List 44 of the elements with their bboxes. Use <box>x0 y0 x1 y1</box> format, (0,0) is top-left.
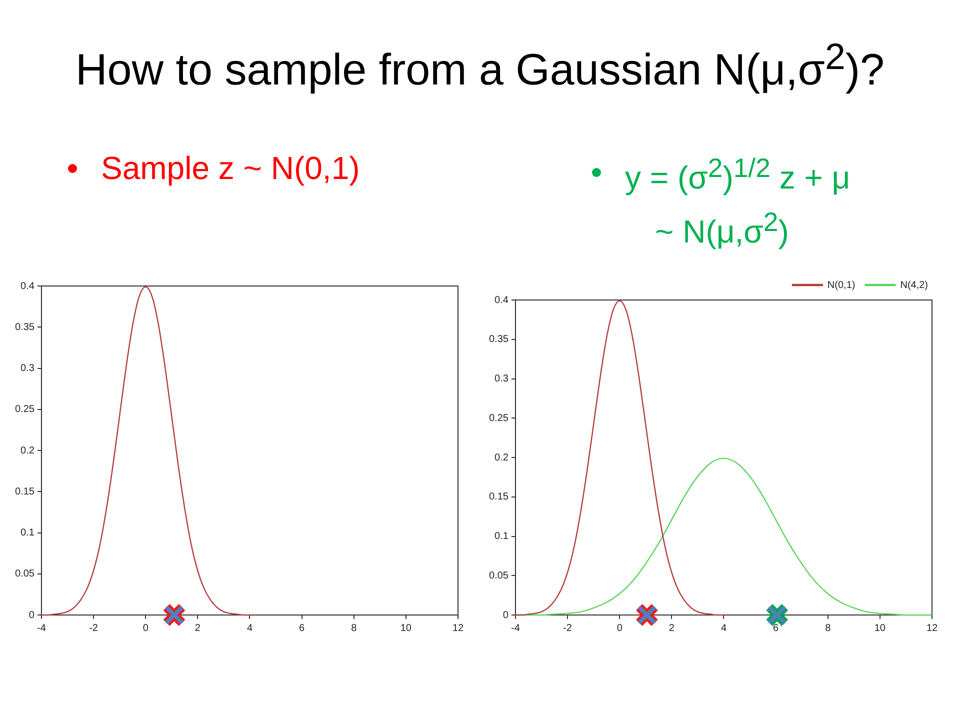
y-tick-label: 0.05 <box>488 570 509 582</box>
x-tick-label: 8 <box>351 622 358 634</box>
y-tick-label: 0 <box>28 610 35 621</box>
x-tick-label: 2 <box>194 622 201 634</box>
chart-title: How to sample from a Gaussian N(μ,σ$^{2}$)? <box>74 35 886 97</box>
x-tick-label: 10 <box>874 622 886 634</box>
x-tick-label: -4 <box>511 622 520 634</box>
y-tick-label: 0.4 <box>494 294 509 306</box>
x-tick-label: 10 <box>400 622 412 634</box>
y-tick-label: 0.2 <box>494 452 509 464</box>
legend-label: N(4,2) <box>900 280 928 291</box>
x-tick-label: 0 <box>142 622 149 634</box>
x-tick-label: 6 <box>773 622 780 634</box>
legend-label: N(0,1) <box>827 280 856 291</box>
x-tick-label: 0 <box>616 622 623 634</box>
y-tick-label: 0 <box>502 610 509 621</box>
x-tick-label: -4 <box>37 622 46 634</box>
y-tick-label: 0.3 <box>494 374 509 384</box>
y-tick-label: 0.35 <box>14 322 35 333</box>
y-tick-label: 0.15 <box>488 492 509 503</box>
line-series <box>514 300 724 616</box>
x-tick-label: -2 <box>563 622 572 634</box>
line-series <box>40 286 250 616</box>
x-tick-label: 12 <box>926 622 938 634</box>
x-tick-label: 6 <box>299 622 306 634</box>
y-tick-label: 0.25 <box>488 412 509 424</box>
x-tick-label: 4 <box>720 622 727 634</box>
y-tick-label: 0.25 <box>14 404 35 416</box>
y-tick-label: 0.2 <box>20 445 35 456</box>
y-tick-label: 0.1 <box>494 531 509 542</box>
y-tick-label: 0.05 <box>14 568 35 580</box>
x-tick-label: -2 <box>89 622 98 634</box>
y-tick-label: 0.15 <box>14 486 35 498</box>
y-tick-label: 0.4 <box>20 280 35 292</box>
x-tick-label: 2 <box>668 622 675 634</box>
chart-subtitle: y = (σ$^{2}$)$^{1/2}$ z + μ <box>625 152 850 198</box>
x-tick-label: 8 <box>825 622 832 634</box>
text: ~ N(μ,σ$^{2}$) <box>654 206 790 252</box>
y-tick-label: 0.3 <box>20 363 35 374</box>
x-tick-label: 12 <box>452 622 464 634</box>
x-tick-label: 4 <box>246 622 253 634</box>
chart-subtitle: Sample z ~ N(0,1) <box>101 149 360 188</box>
y-tick-label: 0.35 <box>488 334 509 346</box>
y-tick-label: 0.1 <box>20 528 35 538</box>
